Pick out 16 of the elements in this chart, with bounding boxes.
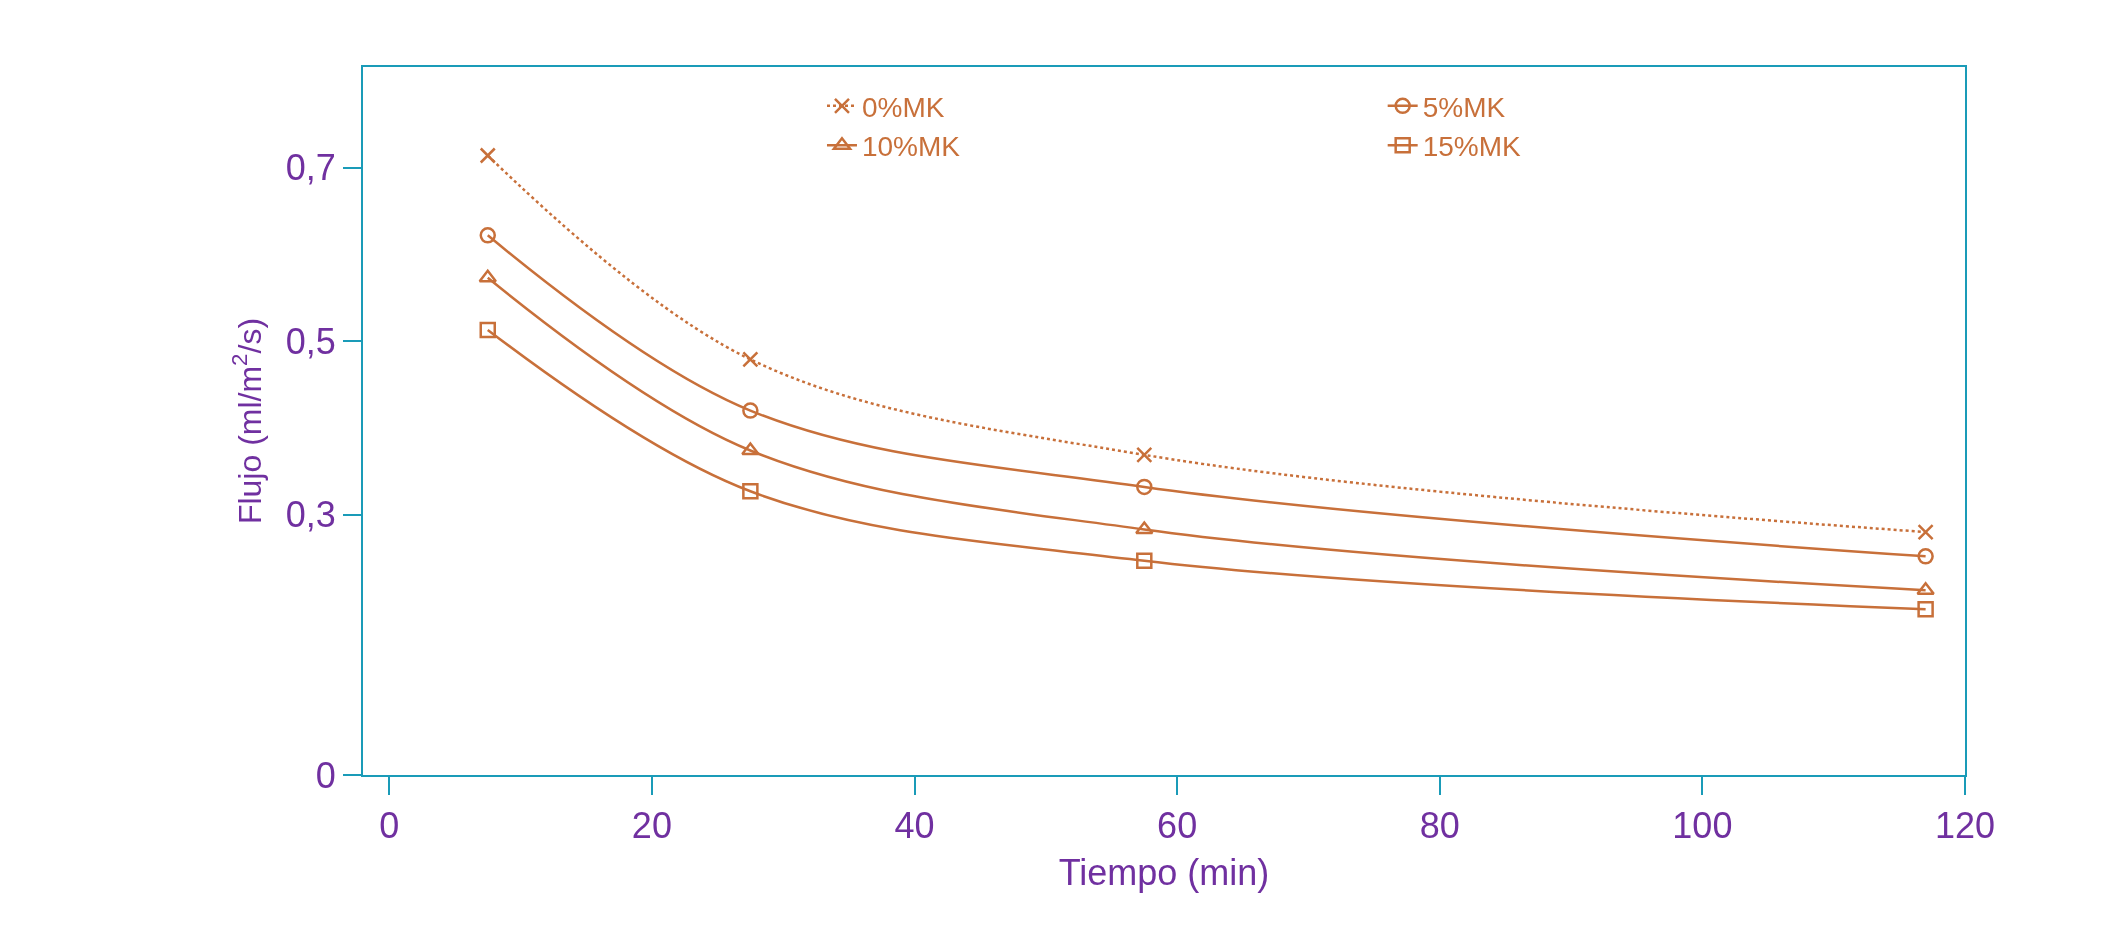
x-tick-label: 60	[1157, 805, 1198, 847]
y-tick-label: 0,5	[285, 320, 336, 362]
x-axis-title: Tiempo (min)	[1058, 852, 1270, 894]
x-tick-label: 20	[631, 805, 672, 847]
y-tick-label: 0,3	[285, 494, 336, 536]
legend-label: 5%MK	[1422, 91, 1506, 123]
x-tick-label: 40	[894, 805, 935, 847]
y-tick-label: 0,7	[285, 147, 336, 189]
x-tick-label: 80	[1419, 805, 1460, 847]
legend-label: 10%MK	[861, 131, 961, 163]
x-tick-label: 0	[379, 805, 400, 847]
y-tick-label: 0	[315, 754, 336, 796]
legend-label: 15%MK	[1422, 131, 1522, 163]
x-tick-label: 100	[1672, 805, 1733, 847]
legend-label: 0%MK	[861, 91, 945, 123]
x-tick-label: 120	[1934, 805, 1996, 847]
